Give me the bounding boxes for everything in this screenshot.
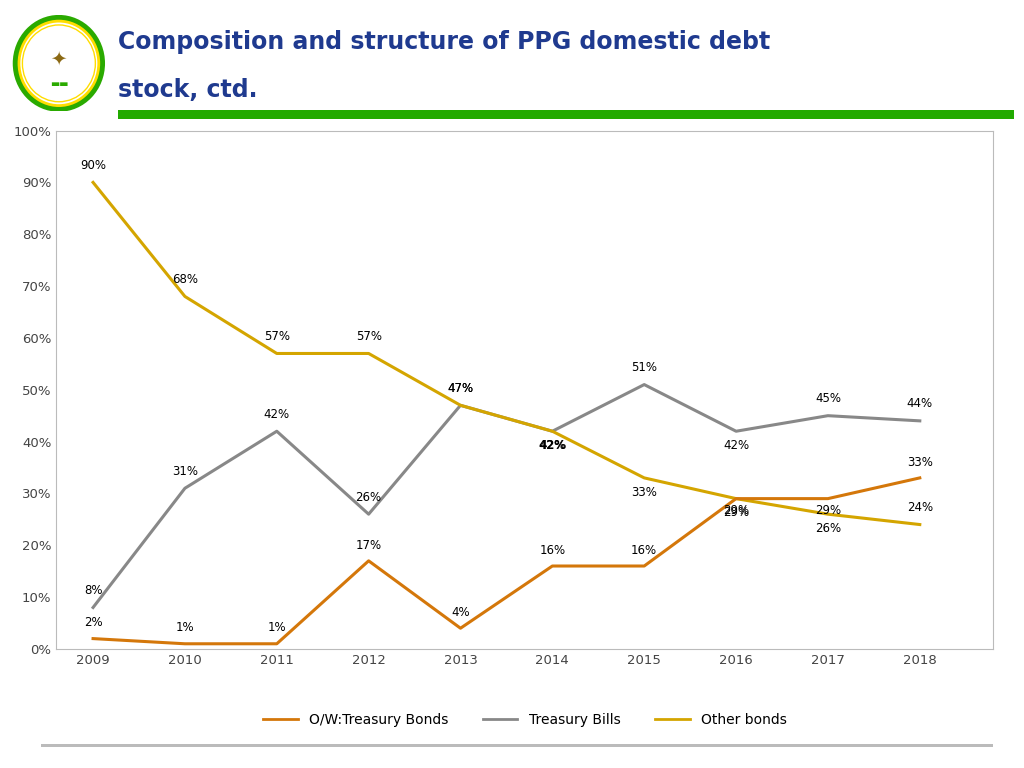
Text: 17%: 17% [355, 538, 382, 551]
Ellipse shape [19, 21, 98, 106]
Text: 47%: 47% [447, 382, 473, 395]
Text: 29%: 29% [815, 504, 841, 517]
Text: 16%: 16% [540, 544, 565, 557]
Text: 45%: 45% [815, 392, 841, 406]
Text: 57%: 57% [264, 330, 290, 343]
Text: 1%: 1% [175, 621, 195, 634]
Text: 4%: 4% [452, 606, 470, 619]
Text: 26%: 26% [355, 491, 382, 504]
Text: 2%: 2% [84, 616, 102, 629]
Text: 33%: 33% [631, 485, 657, 498]
Text: 1%: 1% [267, 621, 286, 634]
Ellipse shape [23, 25, 95, 102]
Text: 90%: 90% [80, 159, 106, 172]
Legend: O/W:Treasury Bonds, Treasury Bills, Other bonds: O/W:Treasury Bonds, Treasury Bills, Othe… [257, 707, 793, 733]
Text: 31%: 31% [172, 465, 198, 478]
Ellipse shape [14, 16, 103, 111]
Text: 16%: 16% [631, 544, 657, 557]
Text: ✦: ✦ [51, 49, 67, 68]
Text: 57%: 57% [355, 330, 382, 343]
Text: Composition and structure of PPG domestic debt: Composition and structure of PPG domesti… [118, 30, 770, 54]
Text: stock, ctd.: stock, ctd. [118, 78, 257, 102]
Text: 29%: 29% [723, 504, 750, 517]
Text: 24%: 24% [906, 502, 933, 515]
Text: 47%: 47% [447, 382, 473, 395]
Text: 42%: 42% [723, 439, 750, 452]
Text: 51%: 51% [631, 361, 657, 374]
Text: 33%: 33% [907, 455, 933, 468]
Text: 26%: 26% [815, 522, 841, 535]
Text: 44%: 44% [906, 398, 933, 410]
Text: 29%: 29% [723, 506, 750, 519]
Text: 42%: 42% [540, 439, 565, 452]
Text: 42%: 42% [539, 439, 566, 452]
Text: ▬▬: ▬▬ [49, 79, 69, 90]
Text: 68%: 68% [172, 273, 198, 286]
Text: 8%: 8% [84, 584, 102, 598]
Bar [41, 744, 993, 747]
Text: 42%: 42% [264, 408, 290, 421]
